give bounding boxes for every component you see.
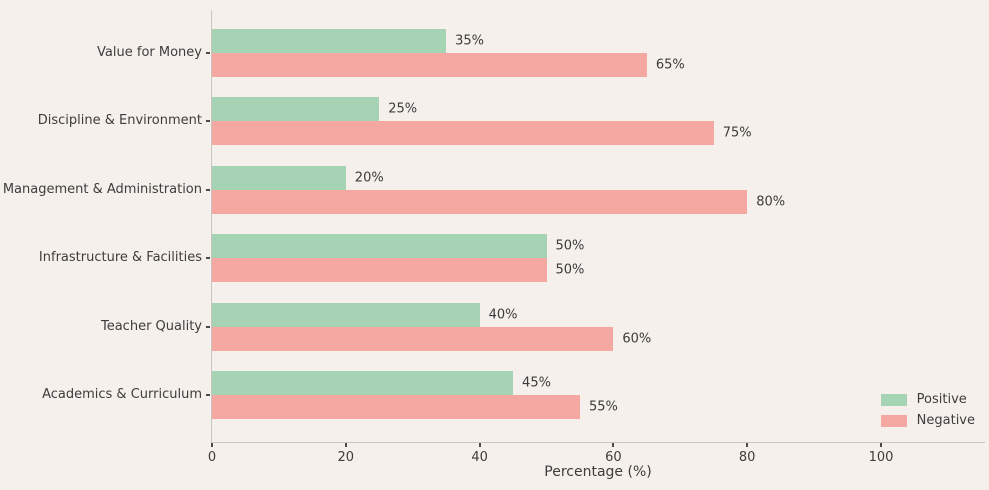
x-tick-mark	[746, 443, 749, 447]
y-tick-label: Management & Administration	[2, 181, 202, 197]
bar-value-label: 50%	[555, 238, 585, 254]
x-tick-mark	[612, 443, 615, 447]
x-tick-mark	[478, 443, 481, 447]
negative-bar: 75%	[212, 121, 752, 146]
y-tick-mark	[206, 257, 210, 260]
y-tick-label: Academics & Curriculum	[42, 387, 202, 403]
x-tick-mark	[344, 443, 347, 447]
y-tick-label: Teacher Quality	[100, 318, 202, 334]
y-tick-label: Infrastructure & Facilities	[38, 250, 202, 266]
y-tick-mark	[206, 325, 210, 328]
y-tick-mark	[206, 188, 210, 191]
positive-bar: 35%	[212, 29, 484, 53]
negative-bar: 65%	[212, 53, 685, 77]
negative-bar: 50%	[212, 258, 584, 283]
positive-bar: 45%	[212, 371, 551, 396]
x-tick-mark	[211, 443, 213, 447]
y-tick-mark	[206, 52, 210, 54]
positive-bar: 50%	[212, 234, 584, 259]
x-tick-mark	[880, 443, 882, 447]
bar-value-label: 45%	[522, 375, 551, 391]
x-tick-label: 0	[207, 450, 217, 465]
bar-value-label: 65%	[655, 57, 685, 73]
y-tick-label: Discipline & Environment	[37, 113, 202, 129]
x-tick-label: 80	[738, 450, 756, 465]
x-tick-label: 60	[605, 450, 622, 465]
bar-value-label: 40%	[488, 307, 518, 323]
x-tick-label: 100	[868, 450, 894, 465]
x-tick-label: 20	[337, 450, 355, 465]
y-tick-mark	[206, 394, 210, 397]
legend-swatch-negative	[880, 414, 907, 427]
legend-swatch-positive	[880, 393, 907, 406]
plot-area: 35% 65% 25% 75% 20% 80% 50% 50% 40% 60% 45% 55% 0 20 4…	[208, 10, 985, 465]
negative-bar: 55%	[212, 395, 618, 420]
positive-bar: 25%	[212, 97, 417, 122]
positive-bar: 20%	[212, 165, 384, 190]
legend-item-negative: Negative	[880, 413, 975, 428]
bar-value-label: 25%	[388, 101, 418, 117]
legend-label: Negative	[916, 413, 975, 428]
bar-value-label: 75%	[722, 125, 752, 141]
legend-label: Positive	[916, 392, 967, 407]
x-axis-title: Percentage (%)	[544, 464, 652, 480]
legend: Positive Negative	[880, 392, 975, 428]
bar-value-label: 20%	[354, 170, 384, 186]
bar-value-label: 50%	[555, 262, 585, 278]
y-tick-mark	[206, 120, 210, 123]
negative-bar: 60%	[212, 326, 651, 351]
bar-value-label: 80%	[756, 194, 786, 210]
x-tick-label: 40	[471, 450, 488, 465]
positive-bar: 40%	[212, 302, 518, 327]
y-tick-label: Value for Money	[97, 45, 202, 60]
bar-value-label: 60%	[622, 331, 652, 347]
legend-item-positive: Positive	[880, 392, 975, 407]
bar-value-label: 55%	[588, 399, 618, 415]
negative-bar: 80%	[212, 189, 785, 214]
bar-value-label: 35%	[455, 33, 485, 49]
